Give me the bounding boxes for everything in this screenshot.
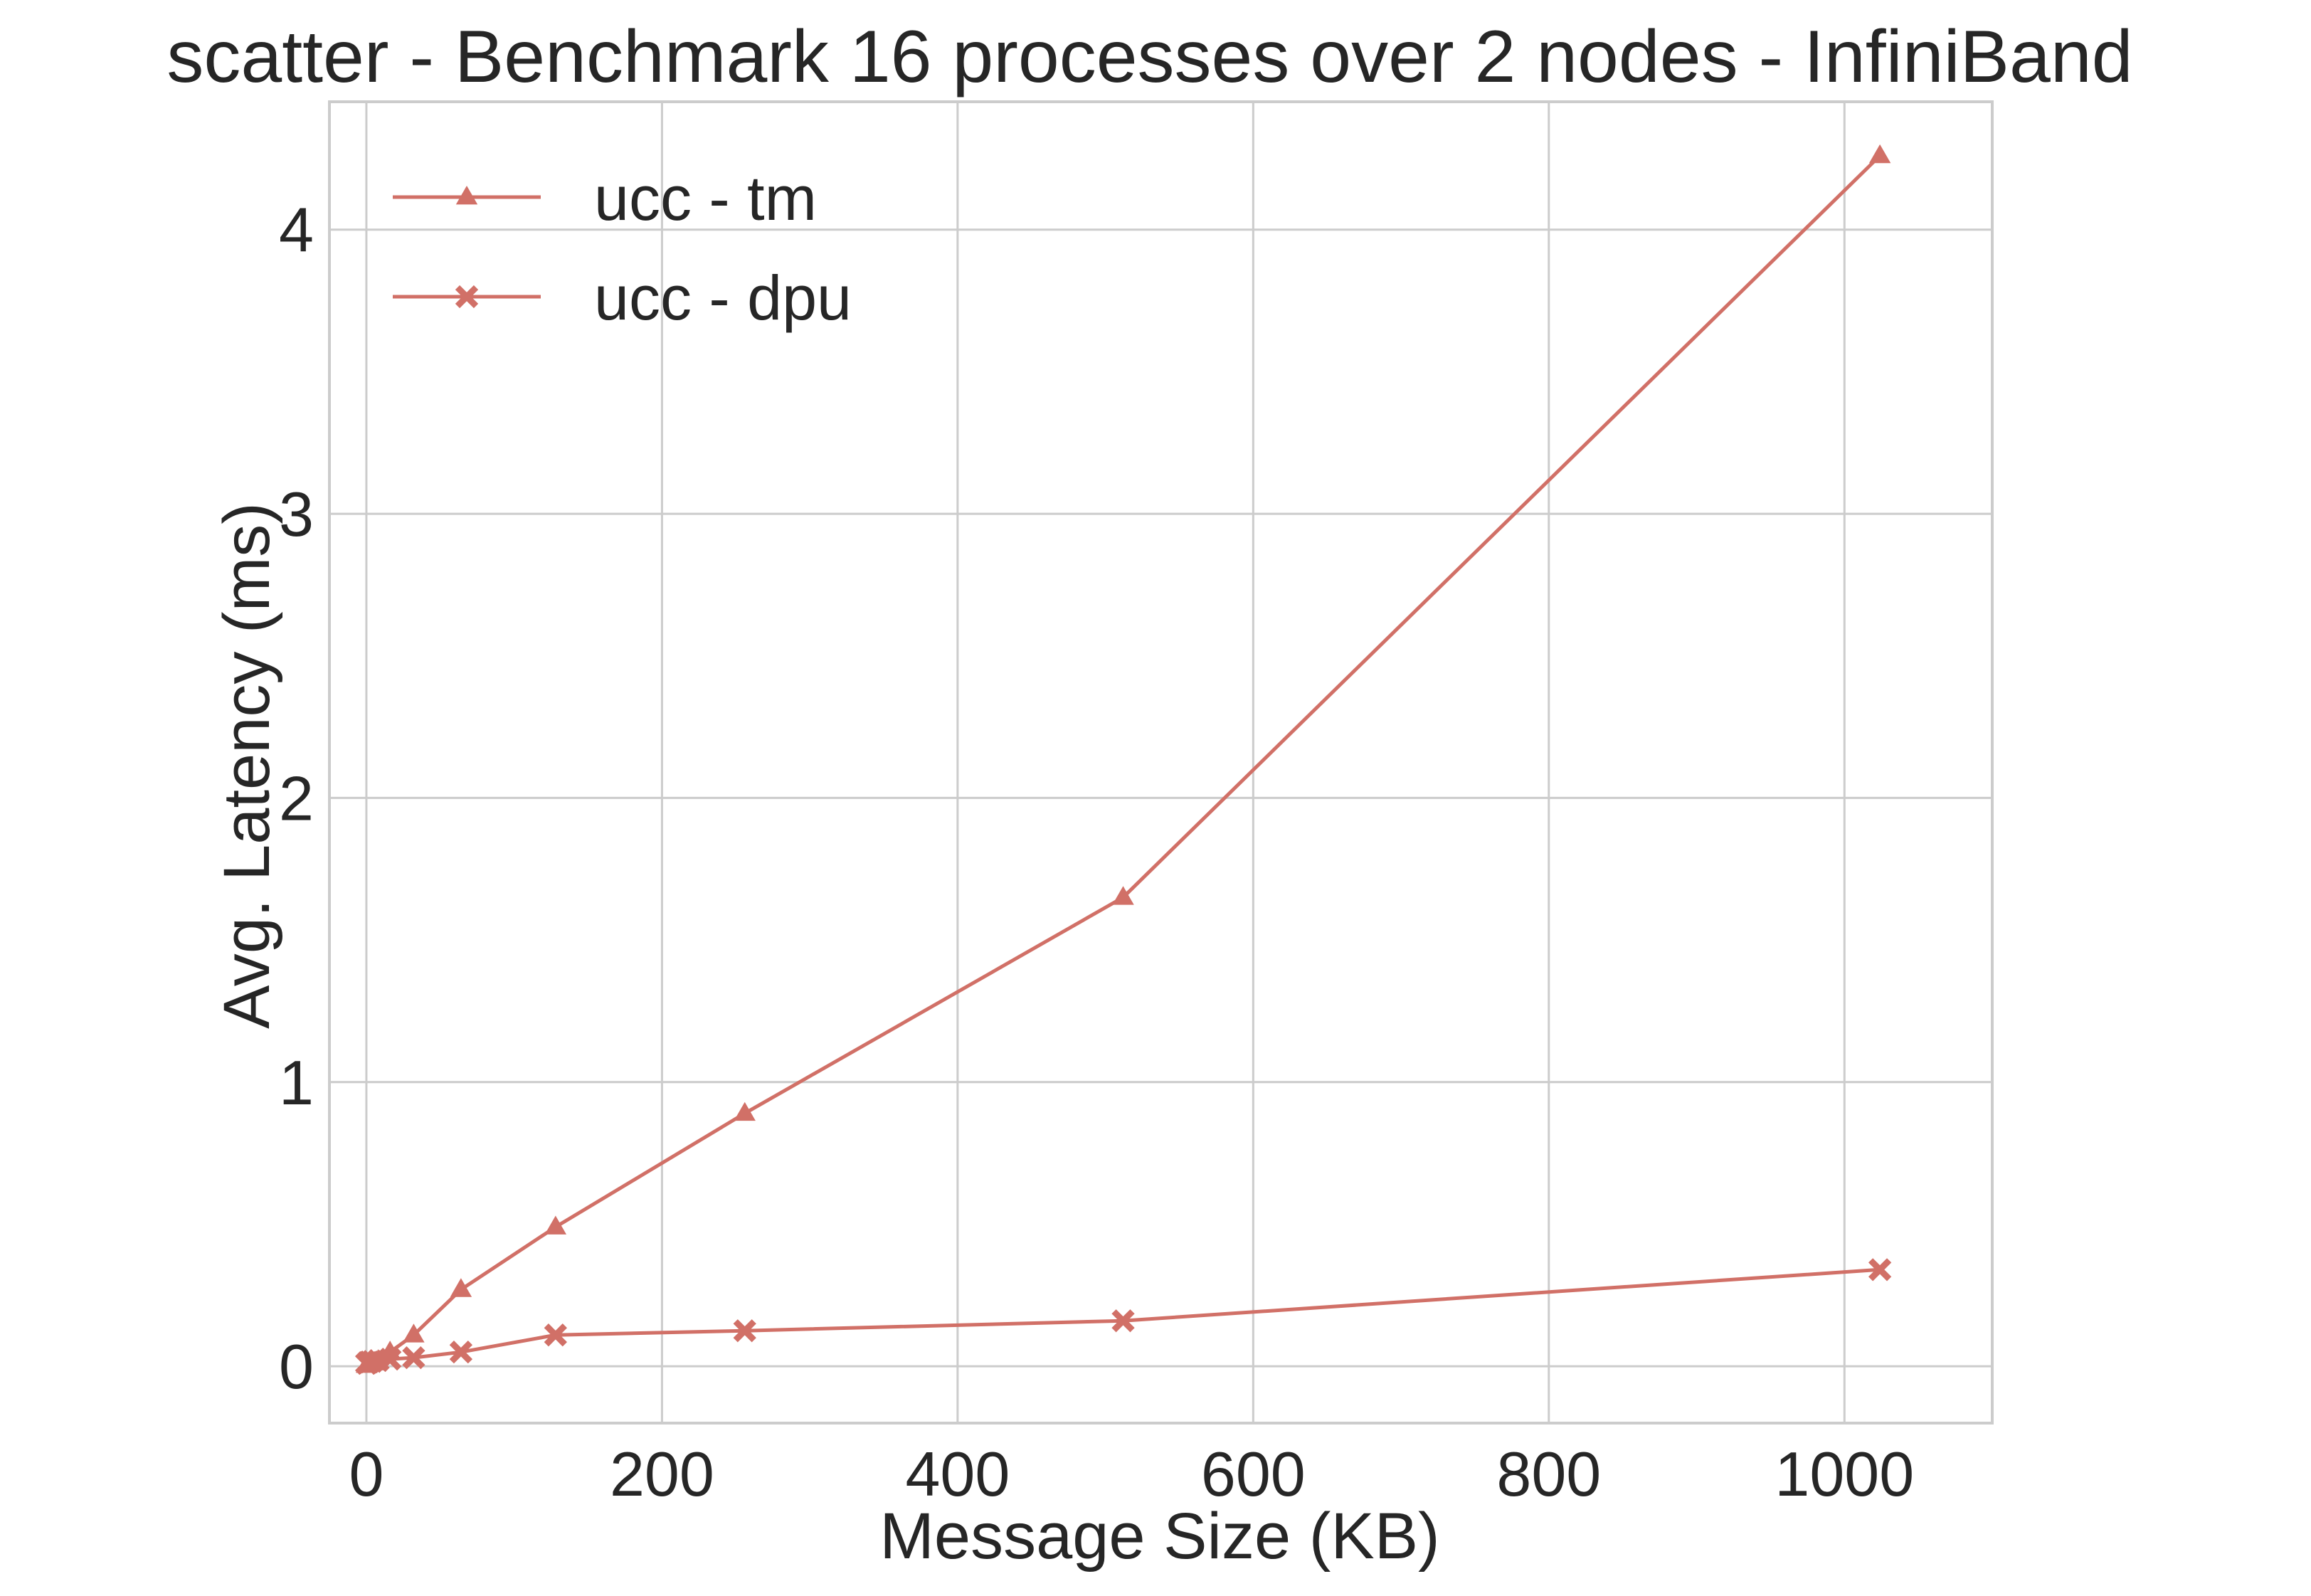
- chart-title: scatter - Benchmark 16 processes over 2 …: [166, 16, 2132, 98]
- data-point: [403, 1323, 425, 1343]
- legend-marker: [455, 186, 478, 205]
- y-tick-label: 1: [279, 1047, 314, 1118]
- data-point: [1868, 144, 1891, 164]
- legend-label: ucc - tm: [594, 163, 817, 233]
- y-tick-label: 2: [279, 763, 314, 833]
- x-tick-label: 400: [905, 1439, 1010, 1509]
- y-tick-label: 4: [279, 195, 314, 265]
- data-series: [355, 144, 1892, 1375]
- x-axis-label: Message Size (KB): [879, 1500, 1439, 1573]
- x-tick-label: 0: [349, 1439, 384, 1509]
- x-tick-label: 600: [1201, 1439, 1306, 1509]
- x-tick-label: 1000: [1775, 1439, 1914, 1509]
- series-line: [365, 154, 1881, 1367]
- data-point: [1111, 1309, 1135, 1333]
- legend-marker: [455, 285, 479, 309]
- x-tick-label: 800: [1496, 1439, 1601, 1509]
- grid: [329, 102, 1992, 1423]
- y-tick-labels: 0 1 2 3 4: [279, 195, 314, 1402]
- data-point: [734, 1101, 756, 1121]
- y-tick-label: 0: [279, 1331, 314, 1402]
- series-2: [355, 1258, 1892, 1375]
- data-point: [449, 1341, 473, 1364]
- legend-item[interactable]: ucc - tm: [393, 163, 817, 233]
- data-point: [402, 1346, 425, 1370]
- legend[interactable]: ucc - tm ucc - dpu: [393, 163, 852, 333]
- data-point: [379, 1348, 402, 1371]
- data-point: [1112, 886, 1134, 905]
- x-tick-label: 200: [610, 1439, 714, 1509]
- legend-item[interactable]: ucc - dpu: [393, 263, 852, 333]
- x-tick-labels: 0 200 400 600 800 1000: [349, 1439, 1914, 1509]
- data-point: [544, 1323, 567, 1347]
- legend-label: ucc - dpu: [594, 263, 852, 333]
- y-tick-label: 3: [279, 479, 314, 549]
- data-point: [544, 1215, 567, 1235]
- series-1: [355, 144, 1891, 1373]
- data-point: [1868, 1258, 1892, 1281]
- data-point: [450, 1278, 472, 1297]
- plot-frame: [328, 100, 1994, 1425]
- y-axis-label: Avg. Latency (ms): [211, 502, 283, 1029]
- data-point: [733, 1319, 756, 1343]
